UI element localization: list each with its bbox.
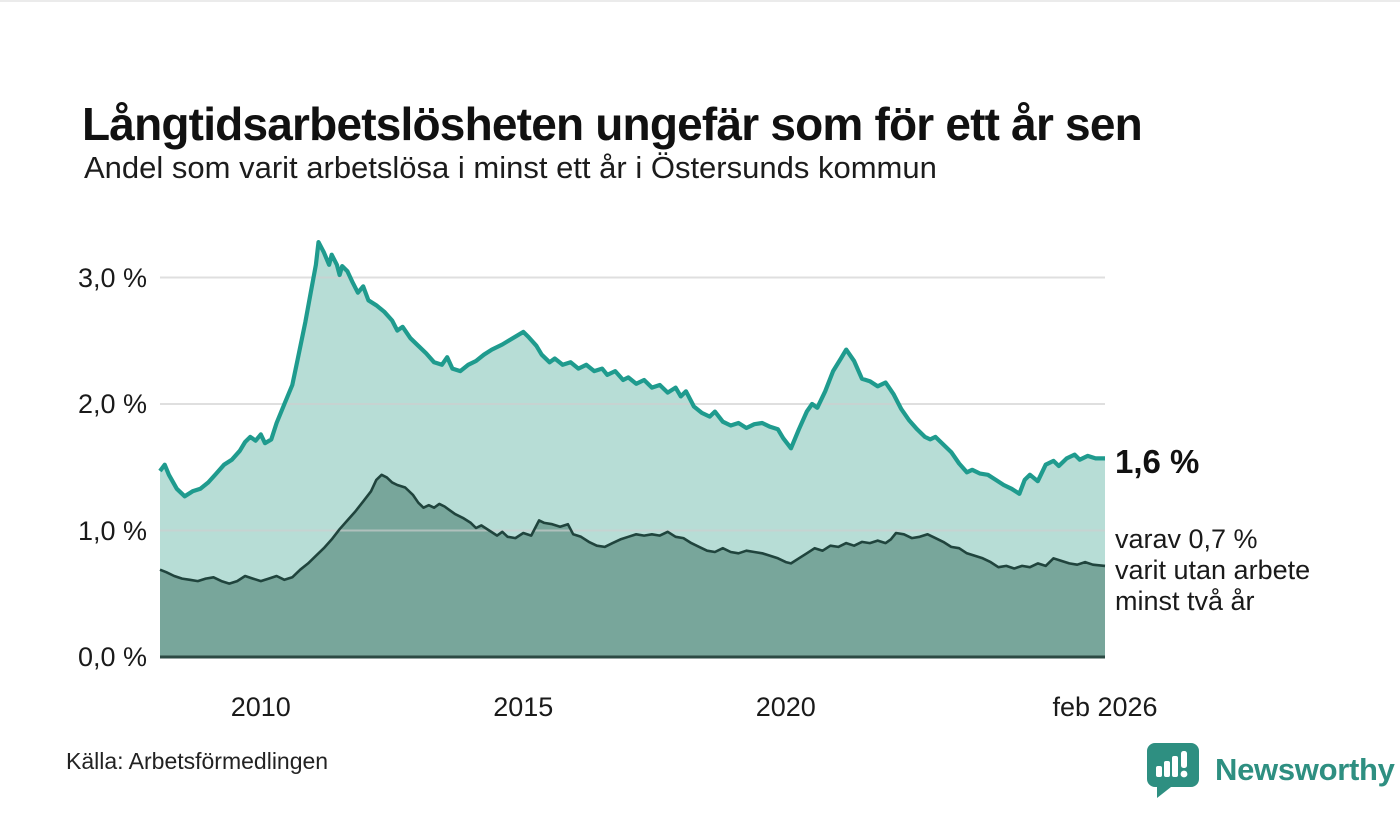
- x-tick-label: 2010: [230, 692, 291, 722]
- x-tick-label: 2020: [755, 692, 816, 722]
- page-title: Långtidsarbetslösheten ungefär som för e…: [82, 97, 1143, 150]
- end-annotation-line: varit utan arbete: [1115, 555, 1311, 585]
- area-minst-tva-ar: [160, 474, 1105, 657]
- y-tick-label: 3,0 %: [77, 262, 147, 293]
- source-note: Källa: Arbetsförmedlingen: [66, 748, 329, 774]
- top-divider: [0, 0, 1400, 2]
- newsworthy-wordmark: Newsworthy: [1215, 752, 1395, 787]
- end-value-label: 1,6 %: [1115, 443, 1200, 480]
- x-tick-label: 2015: [493, 692, 554, 722]
- newsworthy-icon: [1147, 743, 1199, 798]
- chart-subtitle: Andel som varit arbetslösa i minst ett å…: [84, 150, 937, 185]
- line-minst-ett-ar: [158, 240, 1105, 499]
- newsworthy-logo[interactable]: Newsworthy: [1145, 740, 1395, 800]
- y-tick-label: 0,0 %: [77, 642, 147, 672]
- end-annotation-line: varav 0,7 %: [1115, 524, 1258, 554]
- y-tick-label: 2,0 %: [77, 389, 147, 419]
- x-tick-label: feb 2026: [1052, 692, 1158, 722]
- end-annotation: varav 0,7 % varit utan arbete minst två …: [1115, 524, 1310, 617]
- end-annotation-line: minst två år: [1115, 586, 1255, 616]
- line-minst-tva-ar: [159, 473, 1106, 585]
- y-tick-label: 1,0 %: [77, 515, 147, 546]
